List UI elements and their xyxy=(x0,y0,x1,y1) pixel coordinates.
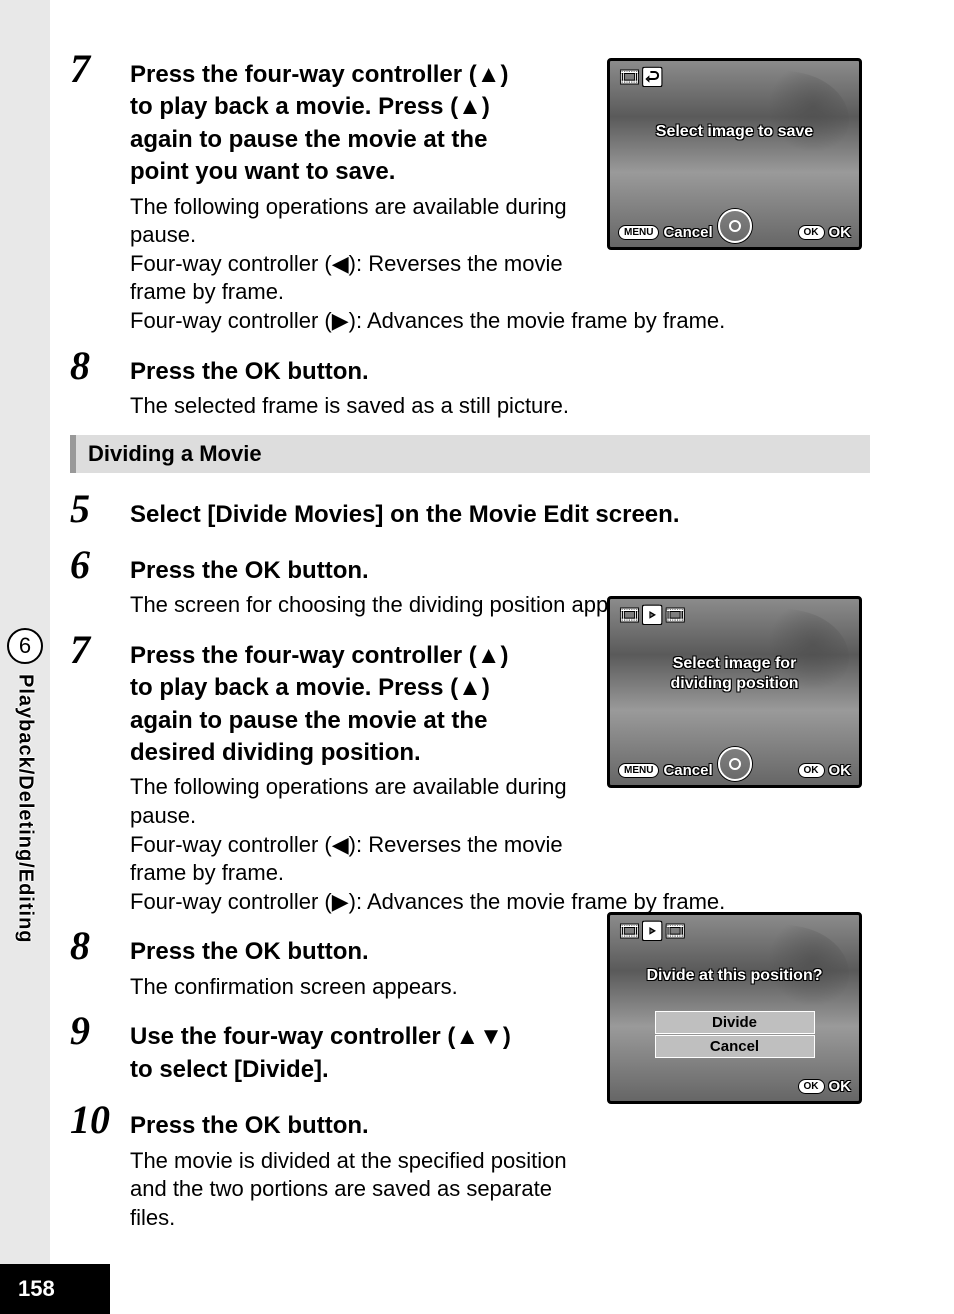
step-body: Press the OK button. The movie is divide… xyxy=(130,1110,870,1232)
ok-text: OK xyxy=(829,1078,852,1095)
bottom-controls: MENU Cancel OK OK xyxy=(618,224,851,241)
overlay-title-line1: Select image for xyxy=(673,655,797,673)
chapter-number-circle: 6 xyxy=(7,628,43,664)
cancel-text: Cancel xyxy=(663,762,712,779)
controller-right-row: Four-way controller (▶): Advances the mo… xyxy=(130,307,870,336)
step-10: 10 Press the OK button. The movie is div… xyxy=(70,1096,870,1232)
cancel-text: Cancel xyxy=(663,224,712,241)
title-line: desired dividing position. xyxy=(130,739,421,766)
ok-label: OK OK xyxy=(798,762,852,779)
title-line: Press the four-way controller (▲) xyxy=(130,642,509,669)
save-frame-icon: 🎞↩ xyxy=(618,67,664,88)
title-line: Use the four-way controller (▲▼) xyxy=(130,1023,511,1050)
title-line: to play back a movie. Press (▲) xyxy=(130,674,490,701)
section-divider: Dividing a Movie xyxy=(70,435,870,473)
step-body: Press the OK button. The selected frame … xyxy=(130,356,870,421)
step-8-top: 8 Press the OK button. The selected fram… xyxy=(70,342,870,421)
step-number: 6 xyxy=(70,541,130,588)
step-text: The following operations are available d… xyxy=(130,773,600,830)
divide-icon: 🎞▶🎞 xyxy=(618,605,687,626)
step-title: Press the OK button. xyxy=(130,555,870,587)
ok-text: OK xyxy=(829,762,852,779)
divide-icon: 🎞▶🎞 xyxy=(618,921,687,942)
title-line: to select [Divide]. xyxy=(130,1056,329,1083)
menu-cancel-label: MENU Cancel xyxy=(618,762,713,779)
lcd-screen-confirm: 🎞▶🎞 Divide at this position? Divide Canc… xyxy=(607,912,862,1104)
controller-label: Four-way controller (▶): xyxy=(130,889,362,914)
controller-label: Four-way controller (▶): xyxy=(130,308,362,333)
overlay-title: Select image to save xyxy=(656,123,813,141)
confirm-option-cancel[interactable]: Cancel xyxy=(655,1035,815,1058)
lcd-screen-divide-position: 🎞▶🎞 Select image for dividing position M… xyxy=(607,596,862,788)
ok-label: OK OK xyxy=(798,224,852,241)
bottom-controls: MENU Cancel OK OK xyxy=(618,762,851,779)
step-title: Use the four-way controller (▲▼) to sele… xyxy=(130,1021,600,1086)
ok-text: OK xyxy=(829,224,852,241)
step-title: Press the four-way controller (▲) to pla… xyxy=(130,59,600,189)
step-title: Select [Divide Movies] on the Movie Edit… xyxy=(130,499,870,531)
step-title: Press the OK button. xyxy=(130,356,870,388)
title-line: again to pause the movie at the xyxy=(130,707,487,734)
step-title: Press the four-way controller (▲) to pla… xyxy=(130,640,600,770)
controller-action: Advances the movie frame by frame. xyxy=(367,308,725,333)
ok-pill: OK xyxy=(798,1079,825,1094)
step-body: Select [Divide Movies] on the Movie Edit… xyxy=(130,499,870,535)
page-number: 158 xyxy=(18,1276,55,1302)
image-silhouette xyxy=(729,71,849,161)
chapter-number: 6 xyxy=(19,633,31,659)
ok-pill: OK xyxy=(798,763,825,778)
chapter-tab: 6 Playback/Deleting/Editing xyxy=(0,628,50,944)
ok-label: OK OK xyxy=(798,1078,852,1095)
confirm-menu: Divide Cancel xyxy=(655,1010,815,1059)
step-number: 8 xyxy=(70,342,130,389)
step-number: 9 xyxy=(70,1007,130,1054)
title-line: Press the four-way controller (▲) xyxy=(130,61,509,88)
step-number: 5 xyxy=(70,485,130,532)
step-number: 10 xyxy=(70,1096,130,1143)
page-number-bar: 158 xyxy=(0,1264,110,1314)
step-5: 5 Select [Divide Movies] on the Movie Ed… xyxy=(70,485,870,535)
menu-cancel-label: MENU Cancel xyxy=(618,224,713,241)
lcd-screen-save: 🎞↩ Select image to save MENU Cancel OK O… xyxy=(607,58,862,250)
step-number: 7 xyxy=(70,626,130,673)
controller-label: Four-way controller (◀): xyxy=(130,832,362,857)
chapter-label: Playback/Deleting/Editing xyxy=(14,674,37,944)
overlay-title-line2: dividing position xyxy=(671,675,799,693)
step-number: 7 xyxy=(70,45,130,92)
overlay-title: Divide at this position? xyxy=(646,967,822,985)
menu-pill: MENU xyxy=(618,763,659,778)
menu-pill: MENU xyxy=(618,225,659,240)
step-text: The selected frame is saved as a still p… xyxy=(130,392,870,421)
step-number: 8 xyxy=(70,922,130,969)
bottom-controls: OK OK xyxy=(618,1078,851,1095)
title-line: to play back a movie. Press (▲) xyxy=(130,93,490,120)
controller-left-row: Four-way controller (◀): Reverses the mo… xyxy=(130,250,600,307)
controller-left-row: Four-way controller (◀): Reverses the mo… xyxy=(130,831,600,888)
ok-pill: OK xyxy=(798,225,825,240)
step-text: The movie is divided at the specified po… xyxy=(130,1147,600,1233)
step-title: Press the OK button. xyxy=(130,1110,870,1142)
controller-action: Advances the movie frame by frame. xyxy=(367,889,725,914)
step-text: The following operations are available d… xyxy=(130,193,600,250)
controller-label: Four-way controller (◀): xyxy=(130,251,362,276)
title-line: again to pause the movie at the xyxy=(130,126,487,153)
title-line: point you want to save. xyxy=(130,158,395,185)
confirm-option-divide[interactable]: Divide xyxy=(655,1011,815,1034)
